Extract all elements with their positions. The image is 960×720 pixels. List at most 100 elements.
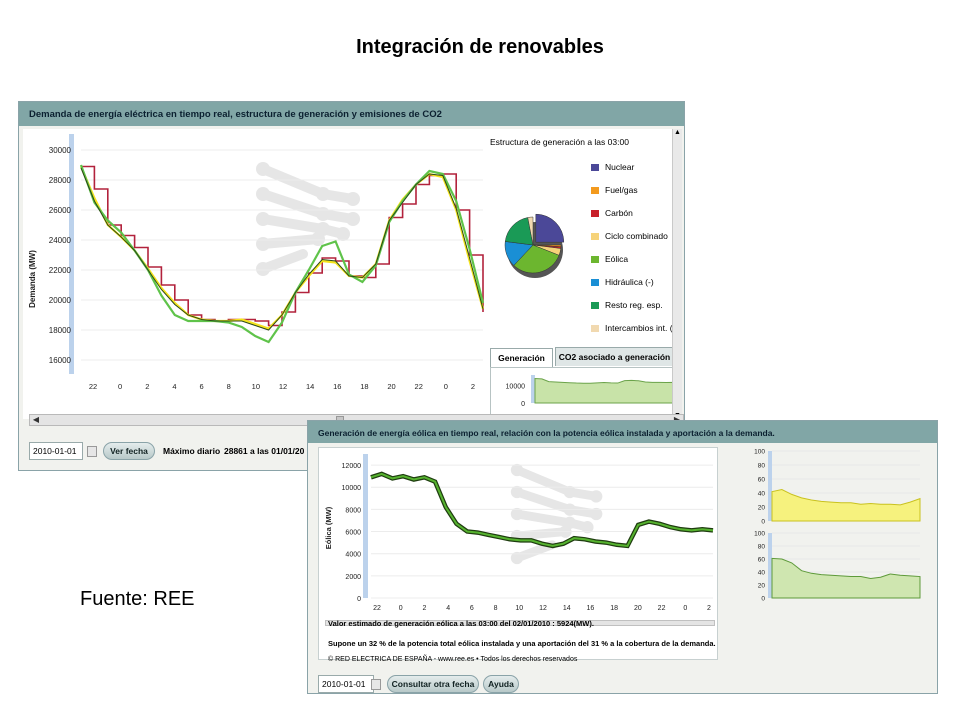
legend-item: Fuel/gas (591, 185, 638, 196)
consultar-otra-fecha-button[interactable]: Consultar otra fecha (387, 675, 479, 693)
pct-y-tick: 60 (758, 477, 766, 484)
y-tick-label: 26000 (49, 206, 72, 215)
source-label: Fuente: REE (80, 588, 195, 610)
legend-item: Carbón (591, 208, 633, 219)
legend-swatch (591, 279, 599, 286)
x-tick-label: 6 (199, 382, 203, 391)
pct-y-tick: 40 (758, 570, 766, 577)
pct-y-tick: 0 (761, 519, 765, 526)
legend-item: Intercambios int. (- (591, 323, 675, 334)
legend-label: Ciclo combinado (605, 231, 668, 241)
pct-y-tick: 0 (761, 596, 765, 603)
x-tick-label: 22 (415, 382, 423, 391)
x-tick-label: 22 (89, 382, 97, 391)
legend-item: Nuclear (591, 162, 634, 173)
ver-fecha-button[interactable]: Ver fecha (103, 442, 155, 460)
pct-y-tick: 20 (758, 505, 766, 512)
watermark-logo (510, 463, 603, 565)
max-value: 28861 a las 01/01/20 (224, 446, 305, 456)
demand-chart: 1600018000200002200024000260002800030000… (28, 146, 485, 391)
x-tick-label: 14 (563, 605, 571, 612)
tab-co2[interactable]: CO2 asociado a generación (555, 347, 674, 366)
demand-window-body: 16000 18000 20000 22000 24000 26000 28000 30000… (23, 129, 682, 419)
y-tick-label: 4000 (345, 552, 361, 559)
date-field[interactable]: 2010-01-01 (29, 442, 83, 460)
pct-demand-chart: 0 20 40 60 80 100 (754, 531, 921, 603)
x-tick-label: 16 (587, 605, 595, 612)
x-tick-label: 6 (470, 605, 474, 612)
y-tick-label: 18000 (49, 326, 72, 335)
demand-y-axis-label: Demanda (MW) (28, 250, 37, 308)
y-tick-label: 12000 (342, 463, 362, 470)
x-tick-label: 2 (145, 382, 149, 391)
x-tick-label: 0 (399, 605, 403, 612)
pct-y-tick: 80 (758, 544, 766, 551)
legend-label: Fuel/gas (605, 185, 638, 195)
ayuda-button[interactable]: Ayuda (483, 675, 519, 693)
pct-y-tick: 80 (758, 463, 766, 470)
wind-series-line (370, 472, 714, 547)
pie-slice (513, 244, 560, 274)
x-tick-label: 22 (658, 605, 666, 612)
pct-rail (768, 451, 772, 521)
mini-area (534, 377, 674, 404)
legend-label: Nuclear (605, 162, 635, 172)
legend-label: Resto reg. esp. (605, 300, 663, 310)
tab-generation[interactable]: Generación (490, 348, 553, 367)
x-tick-label: 12 (279, 382, 287, 391)
vertical-scrollbar[interactable]: ▲ ▼ (672, 129, 682, 419)
pct-area (771, 488, 921, 522)
generation-mini-chart: 10000 0 (506, 375, 674, 408)
legend-label: Eólica (605, 254, 629, 264)
wind-hscroll[interactable] (325, 620, 715, 626)
calendar-icon[interactable] (87, 446, 97, 457)
legend-title: Estructura de generación a las 03:00 (490, 137, 629, 147)
legend-swatch (591, 187, 599, 194)
legend-swatch (591, 210, 599, 217)
legend-item: Hidráulica (-) (591, 277, 654, 288)
x-tick-label: 14 (306, 382, 314, 391)
demand-window-title: Demanda de energía eléctrica en tiempo r… (19, 102, 684, 126)
x-tick-label: 20 (634, 605, 642, 612)
pct-y-tick: 20 (758, 583, 766, 590)
legend-swatch (591, 256, 599, 263)
pct-rail (768, 533, 772, 598)
legend-item: Ciclo combinado (591, 231, 668, 242)
x-tick-label: 4 (172, 382, 176, 391)
pct-y-tick: 100 (754, 449, 765, 456)
copyright-text: © RED ELECTRICA DE ESPAÑA - www.ree.es •… (328, 656, 578, 663)
wind-calendar-icon[interactable] (371, 679, 381, 690)
pct-y-tick: 100 (754, 531, 765, 538)
x-tick-label: 18 (360, 382, 368, 391)
y-tick-label: 16000 (49, 356, 72, 365)
scroll-right-arrow[interactable]: ▶ (671, 415, 683, 425)
legend-item: Resto reg. esp. (591, 300, 663, 311)
x-tick-label: 18 (610, 605, 618, 612)
x-tick-label: 0 (683, 605, 687, 612)
legend-swatch (591, 325, 599, 332)
x-tick-label: 0 (118, 382, 122, 391)
x-tick-label: 2 (422, 605, 426, 612)
pie-slice (527, 216, 534, 246)
pct-y-tick: 60 (758, 557, 766, 564)
x-tick-label: 16 (333, 382, 341, 391)
wind-date-field[interactable]: 2010-01-01 (318, 675, 374, 693)
x-tick-label: 20 (387, 382, 395, 391)
pct-area (771, 557, 921, 599)
wind-window-title: Generación de energía eólica en tiempo r… (308, 421, 937, 443)
max-label: Máximo diario (163, 446, 221, 456)
y-tick-label: 20000 (49, 296, 72, 305)
scroll-left-arrow[interactable]: ◀ (32, 415, 40, 424)
x-tick-label: 4 (446, 605, 450, 612)
demand-series-line (80, 167, 484, 331)
pct-installed-chart: 0 20 40 60 80 100 (754, 449, 921, 526)
demand-window: Demanda de energía eléctrica en tiempo r… (18, 101, 685, 471)
x-tick-label: 8 (494, 605, 498, 612)
x-tick-label: 10 (515, 605, 523, 612)
wind-share-text: Supone un 32 % de la potencia total eóli… (328, 639, 716, 648)
mini-rail (531, 375, 535, 403)
scroll-up-arrow[interactable]: ▲ (674, 129, 681, 136)
legend-swatch (591, 164, 599, 171)
legend-label: Intercambios int. (- (605, 323, 676, 333)
